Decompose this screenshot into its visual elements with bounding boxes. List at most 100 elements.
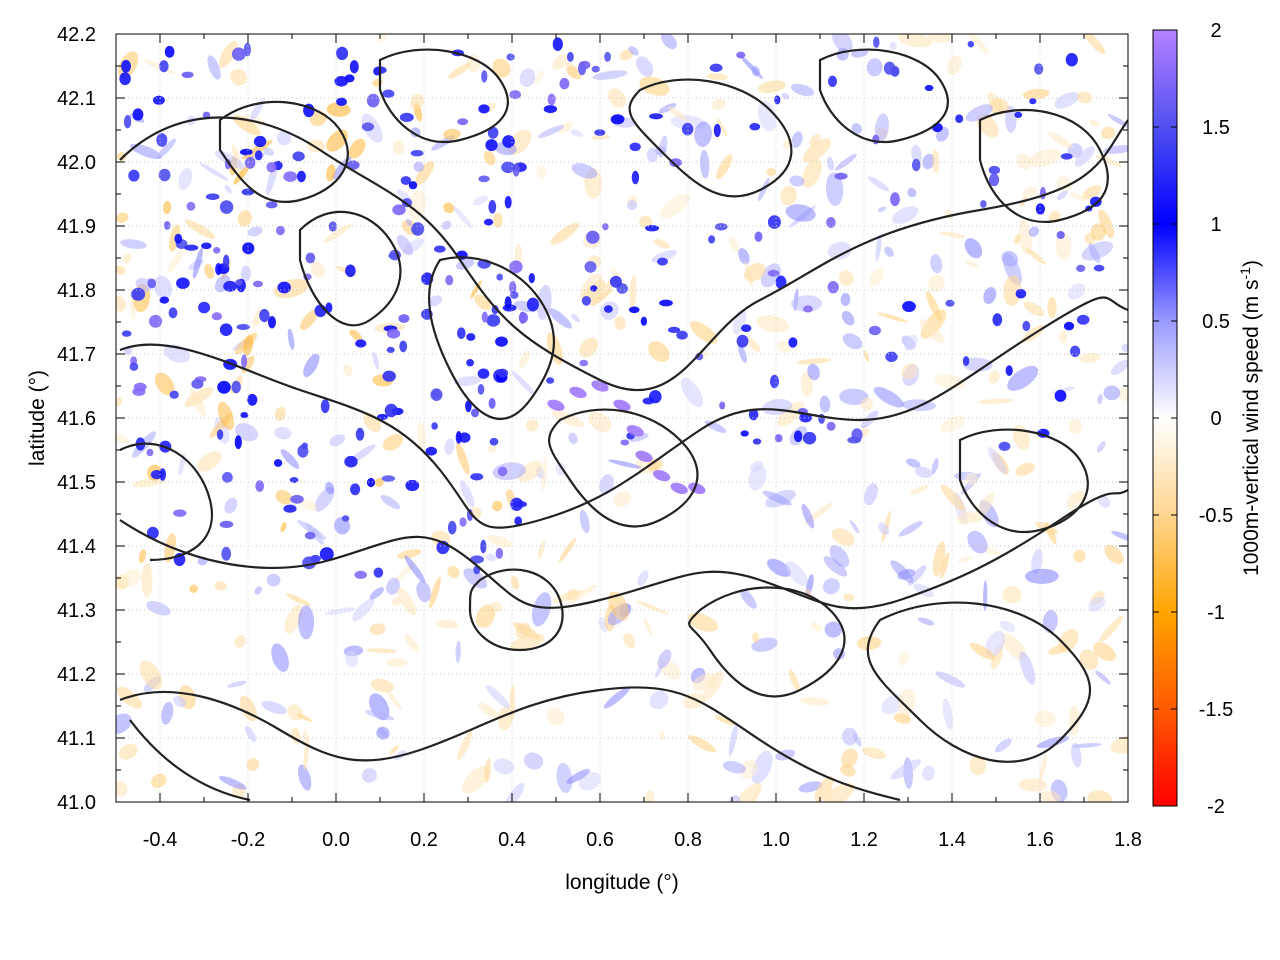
field-cell: [352, 598, 375, 621]
field-cell: [570, 129, 583, 137]
field-cell: [897, 688, 916, 716]
field-cell: [822, 578, 840, 595]
field-cell: [176, 277, 190, 289]
field-cell: [831, 528, 855, 546]
field-cell: [536, 164, 547, 179]
field-cell: [465, 400, 472, 413]
field-cell: [518, 350, 530, 369]
field-cell: [1099, 615, 1124, 643]
field-cell: [271, 643, 289, 672]
field-cell: [336, 97, 347, 107]
field-cell: [774, 434, 783, 443]
field-cell: [250, 99, 264, 121]
field-cell: [994, 738, 1012, 753]
field-cell: [829, 545, 850, 568]
field-cell: [1056, 190, 1068, 201]
field-cell: [706, 73, 728, 81]
field-cell: [1056, 231, 1065, 239]
y-tick-label: 41.0: [57, 792, 96, 814]
field-cell: [1082, 185, 1102, 200]
field-cell: [591, 65, 600, 73]
field-cell: [851, 428, 863, 442]
x-tick-label: 1.8: [1114, 829, 1142, 851]
field-cell: [447, 565, 460, 578]
field-cell: [867, 176, 890, 192]
field-cell: [121, 569, 142, 588]
x-tick-label: 0.0: [322, 829, 350, 851]
field-cell: [676, 330, 688, 340]
field-cell: [491, 500, 503, 512]
field-cell: [838, 270, 854, 287]
field-cell: [872, 134, 880, 145]
field-cell: [219, 200, 234, 214]
field-cell: [211, 312, 223, 321]
field-cell: [240, 265, 252, 282]
field-cell: [152, 95, 165, 105]
field-cell: [840, 764, 856, 777]
field-cell: [481, 311, 488, 323]
field-cell: [329, 434, 346, 447]
field-cell: [280, 449, 300, 469]
field-cell: [962, 357, 993, 372]
field-cell: [147, 278, 156, 289]
field-cell: [207, 55, 221, 80]
field-cell: [969, 642, 996, 661]
field-cell: [1028, 226, 1040, 237]
field-cell: [1018, 778, 1047, 792]
colorbar-tick-label: -1.5: [1199, 699, 1233, 721]
field-cell: [767, 269, 780, 277]
field-cell: [651, 249, 678, 263]
field-cell: [1071, 742, 1102, 748]
field-cell: [501, 161, 515, 174]
field-cell: [932, 149, 940, 174]
field-cell: [551, 410, 585, 428]
field-cell: [719, 401, 726, 410]
field-cell: [863, 350, 870, 362]
field-cell: [514, 243, 523, 266]
field-cell: [738, 344, 747, 363]
field-cell: [653, 238, 671, 249]
field-cell: [157, 138, 177, 159]
field-cell: [1104, 544, 1124, 565]
field-cell: [326, 102, 351, 117]
field-cell: [1111, 531, 1128, 543]
field-cell: [922, 765, 935, 781]
field-cell: [930, 254, 943, 274]
field-cell: [940, 552, 950, 579]
field-cell: [192, 247, 203, 279]
field-cell: [744, 261, 753, 288]
field-cell: [133, 382, 147, 392]
field-cell: [1093, 642, 1116, 662]
field-cell: [716, 117, 728, 137]
field-cell: [254, 150, 263, 161]
field-cell: [116, 432, 129, 444]
field-cell: [386, 577, 400, 595]
field-cell: [652, 469, 671, 482]
field-cell: [728, 722, 739, 757]
field-cell: [361, 122, 375, 132]
field-cell: [658, 135, 668, 159]
field-cell: [255, 480, 265, 492]
field-cell: [485, 685, 511, 709]
field-cell: [1069, 192, 1086, 202]
field-cell: [380, 495, 401, 510]
y-tick-label: 42.1: [57, 88, 96, 110]
field-cell: [826, 217, 836, 228]
field-cell: [273, 459, 283, 467]
x-axis-label: longitude (°): [565, 871, 678, 894]
field-cell: [939, 415, 966, 433]
field-cell: [266, 162, 277, 173]
field-cell: [751, 632, 760, 643]
y-tick-label: 41.4: [57, 536, 96, 558]
field-cell: [377, 413, 388, 421]
field-cell: [370, 678, 395, 693]
field-cell: [866, 58, 883, 77]
field-cell: [537, 125, 564, 138]
field-cell: [164, 45, 175, 58]
field-cell: [906, 458, 921, 468]
field-cell: [296, 713, 313, 722]
field-cell: [259, 308, 270, 323]
field-cell: [1076, 314, 1090, 325]
field-cell: [898, 651, 910, 666]
